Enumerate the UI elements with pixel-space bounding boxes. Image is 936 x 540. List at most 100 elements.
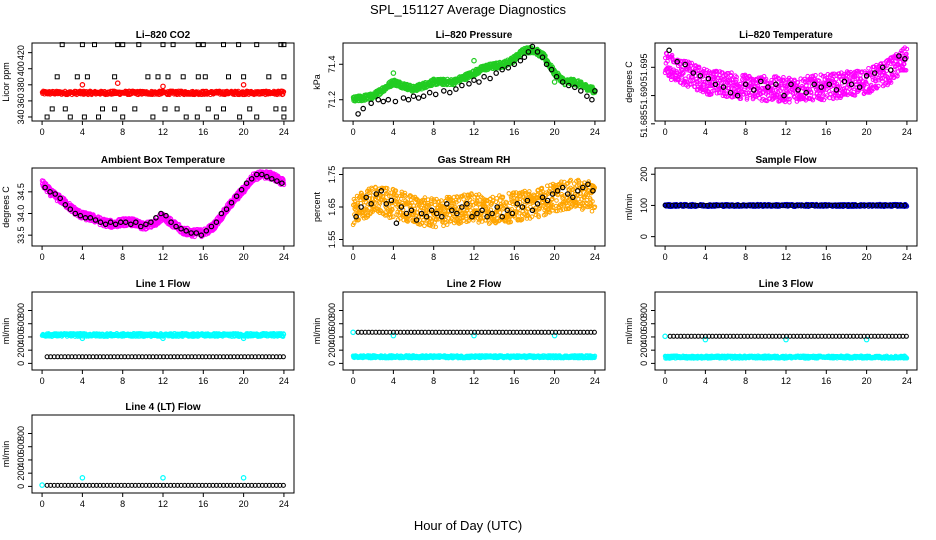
data-point — [155, 74, 161, 80]
x-tick-label: 24 — [590, 252, 600, 262]
band-mark — [589, 208, 595, 214]
data-point — [446, 89, 453, 96]
panel-title: Sample Flow — [755, 155, 816, 166]
band-mark — [676, 72, 682, 78]
data-point — [584, 93, 590, 100]
band-mark — [679, 75, 684, 80]
y-axis-label: Licor ppm — [1, 62, 11, 102]
data-point — [62, 106, 68, 112]
data-point — [505, 65, 512, 71]
figure-title: SPL_151127 Average Diagnostics — [370, 2, 567, 17]
y-axis-label: degrees C — [1, 186, 11, 228]
data-point — [571, 84, 578, 91]
data-point — [247, 106, 253, 112]
data-point — [237, 114, 243, 120]
data-point — [410, 93, 417, 100]
x-tick-label: 16 — [198, 252, 208, 262]
data-point — [548, 66, 555, 73]
y-axis-label: degrees C — [624, 61, 634, 103]
data-point — [132, 106, 138, 112]
data-point — [79, 82, 86, 88]
data-point — [165, 74, 171, 80]
x-tick-label: 16 — [198, 127, 208, 137]
x-tick-label: 20 — [239, 252, 249, 262]
data-point — [368, 100, 375, 107]
data-point — [100, 106, 105, 112]
x-tick-label: 24 — [902, 127, 912, 137]
series-green-0 — [350, 45, 598, 104]
x-tick-label: 4 — [80, 127, 85, 137]
y-tick-label: 380 — [16, 77, 26, 92]
x-tick-label: 24 — [590, 127, 600, 137]
data-point — [162, 106, 168, 112]
data-point — [553, 73, 560, 80]
data-point — [471, 57, 477, 64]
data-point — [150, 114, 156, 120]
data-point — [499, 66, 506, 73]
y-tick-label: 340 — [16, 109, 26, 124]
band-mark — [696, 65, 702, 71]
x-tick-label: 20 — [239, 127, 249, 137]
data-point — [521, 54, 528, 61]
data-point — [380, 98, 387, 105]
data-point — [221, 106, 226, 112]
data-point — [466, 81, 472, 87]
data-point — [592, 88, 598, 94]
x-tick-label: 8 — [743, 127, 748, 137]
x-tick-label: 8 — [431, 252, 436, 262]
y-tick-label: 360 — [16, 93, 26, 108]
band-mark — [422, 223, 427, 229]
data-point — [281, 106, 287, 112]
band-mark — [710, 82, 716, 88]
data-point — [74, 74, 80, 80]
data-point — [539, 54, 546, 61]
y-tick-label: 1.55 — [327, 231, 337, 249]
data-point — [559, 79, 566, 85]
data-point — [440, 88, 447, 94]
y-tick-label: 51.685 — [639, 110, 649, 138]
x-tick-label: 0 — [40, 252, 45, 262]
x-tick-label: 4 — [391, 252, 396, 262]
x-tick-label: 0 — [40, 127, 45, 137]
data-point — [525, 49, 532, 55]
band-mark — [703, 79, 708, 85]
panel-title: Li–820 Temperature — [739, 30, 833, 41]
data-point — [534, 49, 541, 55]
data-point — [471, 77, 477, 84]
panel-title: Ambient Box Temperature — [101, 155, 226, 166]
x-tick-label: 16 — [509, 127, 519, 137]
series-red-1 — [79, 80, 247, 90]
data-point — [112, 106, 118, 112]
data-point — [577, 88, 584, 94]
data-point — [112, 74, 118, 80]
data-point — [241, 74, 247, 80]
data-point — [392, 98, 399, 105]
band-mark — [690, 65, 696, 71]
data-point — [114, 80, 121, 87]
data-point — [145, 74, 151, 80]
x-tick-label: 4 — [703, 127, 708, 137]
x-tick-label: 4 — [80, 252, 85, 262]
data-point — [202, 74, 208, 80]
y-tick-label: 420 — [16, 45, 26, 60]
data-point — [375, 96, 382, 103]
y-axis-label: ml/min — [624, 194, 634, 221]
data-point — [517, 57, 524, 64]
x-tick-label: 16 — [821, 127, 831, 137]
data-point — [67, 114, 73, 120]
data-point — [666, 47, 672, 54]
x-tick-label: 8 — [120, 252, 125, 262]
data-point — [481, 73, 487, 80]
data-point — [405, 96, 412, 103]
x-tick-label: 4 — [391, 127, 396, 137]
data-point — [54, 74, 60, 80]
band-mark — [527, 189, 532, 194]
panel-title: Li–820 CO2 — [136, 30, 191, 41]
data-point — [180, 74, 186, 80]
x-tick-label: 20 — [550, 127, 560, 137]
data-point — [81, 114, 87, 120]
band-mark — [729, 70, 734, 75]
data-point — [205, 106, 211, 112]
